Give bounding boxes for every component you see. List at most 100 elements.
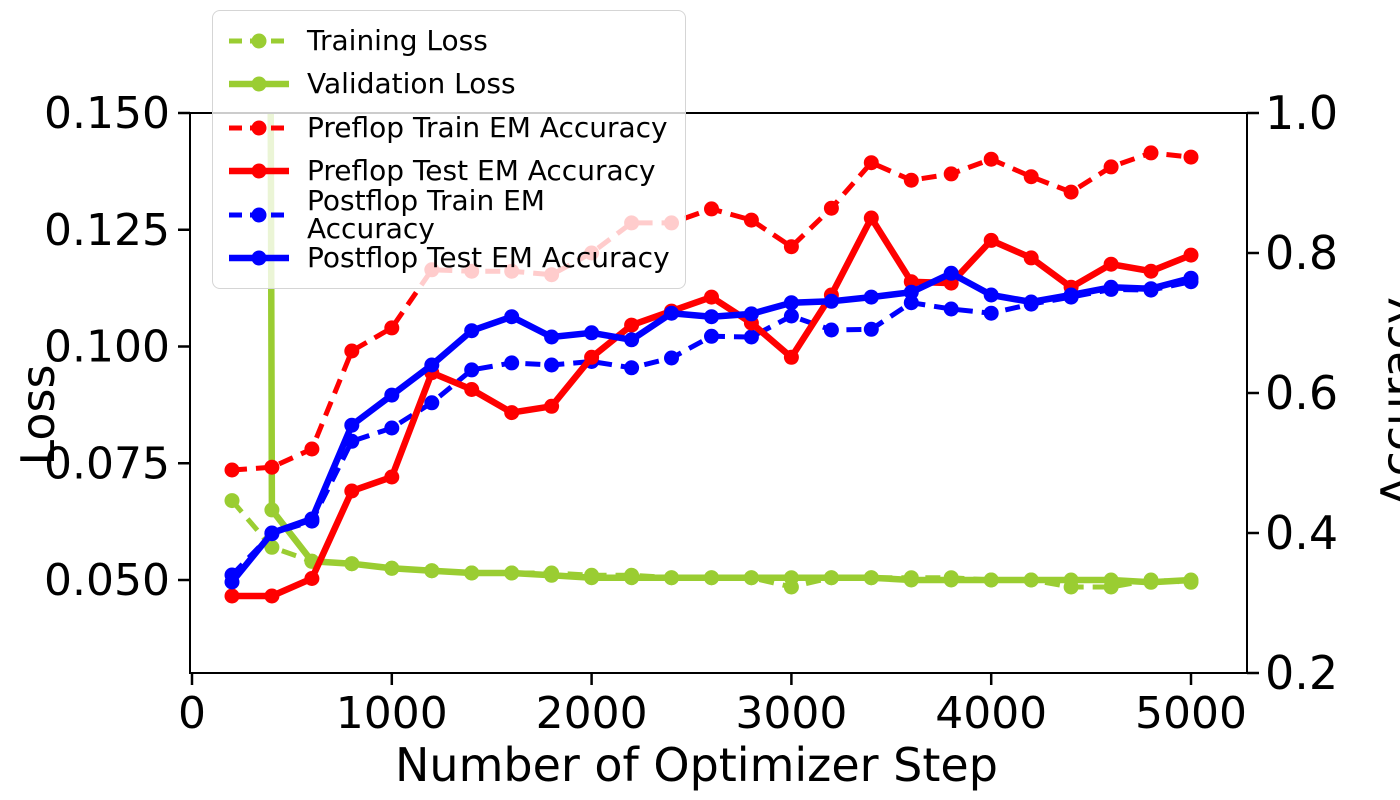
- series-postflop-test-em-accuracy-marker: [1143, 281, 1159, 297]
- series-validation-loss-marker: [1063, 572, 1079, 588]
- series-validation-loss-marker: [903, 572, 919, 588]
- x-tick-label: 1000: [336, 688, 448, 739]
- legend-swatch-preflop-test-em-accuracy: [229, 163, 289, 179]
- series-preflop-train-em-accuracy-marker: [943, 166, 959, 182]
- series-postflop-train-em-accuracy-marker: [783, 308, 799, 324]
- series-preflop-test-em-accuracy-marker: [1023, 250, 1039, 266]
- series-postflop-train-em-accuracy-marker: [743, 329, 759, 345]
- series-preflop-train-em-accuracy-marker: [344, 343, 360, 359]
- y-left-tick-label: 0.125: [44, 205, 170, 256]
- series-postflop-train-em-accuracy-marker: [823, 322, 839, 338]
- series-postflop-train-em-accuracy-marker: [943, 301, 959, 317]
- series-preflop-test-em-accuracy-marker: [384, 469, 400, 485]
- series-preflop-test-em-accuracy-marker: [464, 382, 480, 397]
- series-preflop-train-em-accuracy-marker: [1103, 159, 1119, 175]
- series-preflop-train-em-accuracy-marker: [264, 459, 280, 475]
- plot-frame: [189, 112, 1248, 674]
- legend-swatch-postflop-train-em-accuracy: [229, 207, 289, 223]
- x-tick-label: 5000: [1135, 688, 1247, 739]
- series-preflop-test-em-accuracy-marker: [1183, 247, 1199, 263]
- loss-axis-label: Loss: [11, 364, 65, 466]
- series-preflop-train-em-accuracy-marker: [224, 462, 240, 478]
- series-validation-loss-marker: [1183, 572, 1199, 588]
- x-tick-label: 0: [178, 688, 206, 739]
- legend-item-validation-loss: Validation Loss: [227, 63, 671, 107]
- series-preflop-test-em-accuracy-marker: [344, 483, 360, 499]
- y-left-tick-label: 0.150: [44, 88, 170, 139]
- series-preflop-test-em-accuracy-marker: [1103, 256, 1119, 272]
- series-validation-loss-marker: [823, 570, 839, 586]
- series-validation-loss-marker: [1103, 572, 1119, 588]
- series-validation-loss-marker: [544, 567, 560, 583]
- legend-item-training-loss: Training Loss: [227, 19, 671, 63]
- series-postflop-test-em-accuracy-marker: [1183, 270, 1199, 286]
- series-postflop-train-em-accuracy-marker: [704, 328, 719, 344]
- legend-item-preflop-test-em-accuracy: Preflop Test EM Accuracy: [227, 150, 671, 194]
- y-left-tick-label: 0.100: [44, 322, 170, 373]
- y-right-tick-label: 0.4: [1265, 506, 1338, 560]
- series-preflop-train-em-accuracy-marker: [704, 201, 719, 217]
- series-validation-loss-marker: [464, 565, 480, 581]
- series-validation-loss-marker: [504, 565, 520, 581]
- series-validation-loss-marker: [264, 502, 280, 518]
- series-postflop-test-em-accuracy-marker: [424, 357, 440, 373]
- series-validation-loss-marker: [704, 570, 719, 586]
- series-preflop-train-em-accuracy-marker: [743, 212, 759, 228]
- series-validation-loss-marker: [743, 570, 759, 586]
- legend-swatch-training-loss: [229, 33, 289, 49]
- legend-label-preflop-test-em-accuracy: Preflop Test EM Accuracy: [307, 154, 656, 188]
- series-postflop-train-em-accuracy-marker: [863, 321, 879, 337]
- series-validation-loss-marker: [1143, 574, 1159, 590]
- accuracy-axis-label: Accuracy: [1371, 297, 1400, 508]
- series-validation-loss-marker: [424, 563, 440, 579]
- series-validation-loss: [264, 113, 1199, 590]
- series-validation-loss-marker: [624, 570, 640, 586]
- series-postflop-test-em-accuracy-marker: [584, 325, 600, 341]
- series-preflop-test-em-accuracy-marker: [783, 349, 799, 365]
- series-validation-loss-marker: [943, 572, 959, 588]
- series-postflop-test-em-accuracy-marker: [664, 305, 679, 321]
- series-validation-loss-marker: [863, 570, 879, 586]
- series-postflop-test-em-accuracy-marker: [743, 306, 759, 322]
- legend-swatch-validation-loss: [229, 76, 289, 92]
- series-preflop-train-em-accuracy-marker: [384, 320, 400, 336]
- legend-label-postflop-test-em-accuracy: Postflop Test EM Accuracy: [307, 241, 670, 275]
- series-validation-loss-marker: [584, 570, 600, 586]
- series-postflop-test-em-accuracy-marker: [344, 417, 360, 433]
- series-postflop-test-em-accuracy-marker: [1023, 294, 1039, 310]
- series-postflop-test-em-accuracy-marker: [1063, 287, 1079, 303]
- series-preflop-test-em-accuracy-marker: [903, 274, 919, 290]
- series-postflop-train-em-accuracy-marker: [624, 360, 640, 376]
- series-postflop-test-em-accuracy-marker: [704, 309, 719, 325]
- series-validation-loss-marker: [1023, 572, 1039, 588]
- series-postflop-test-em-accuracy-marker: [903, 284, 919, 300]
- series-preflop-test-em-accuracy-marker: [704, 289, 719, 305]
- series-postflop-test-em-accuracy-marker: [783, 295, 799, 311]
- y-left-tick-label: 0.050: [44, 555, 170, 606]
- legend-item-postflop-train-em-accuracy: Postflop Train EM Accuracy: [227, 186, 671, 242]
- series-training-loss-marker: [224, 493, 240, 509]
- series-postflop-test-em-accuracy-marker: [1103, 279, 1119, 295]
- legend-item-postflop-test-em-accuracy: Postflop Test EM Accuracy: [227, 237, 671, 281]
- series-postflop-test-em-accuracy-marker: [224, 574, 240, 590]
- series-validation-loss-marker: [783, 570, 799, 586]
- x-tick-label: 4000: [935, 688, 1047, 739]
- series-postflop-test-em-accuracy-marker: [504, 309, 520, 325]
- series-postflop-train-em-accuracy-marker: [544, 357, 560, 373]
- series-postflop-test-em-accuracy-marker: [264, 525, 280, 541]
- series-postflop-train-em-accuracy-marker: [664, 350, 679, 366]
- series-preflop-test-em-accuracy-marker: [224, 588, 240, 604]
- series-preflop-train-em-accuracy-marker: [1023, 169, 1039, 185]
- series-preflop-test-em-accuracy-marker: [304, 571, 320, 586]
- series-preflop-train-em-accuracy-marker: [863, 155, 879, 171]
- series-postflop-test-em-accuracy-marker: [823, 293, 839, 309]
- series-preflop-train-em-accuracy-marker: [823, 200, 839, 216]
- x-tick-label: 2000: [536, 688, 648, 739]
- series-postflop-test-em-accuracy-marker: [384, 387, 400, 403]
- series-postflop-test-em-accuracy-marker: [464, 323, 480, 339]
- legend-swatch-preflop-train-em-accuracy: [229, 120, 289, 136]
- series-validation-loss-marker: [983, 572, 999, 588]
- series-postflop-train-em-accuracy-marker: [504, 355, 520, 371]
